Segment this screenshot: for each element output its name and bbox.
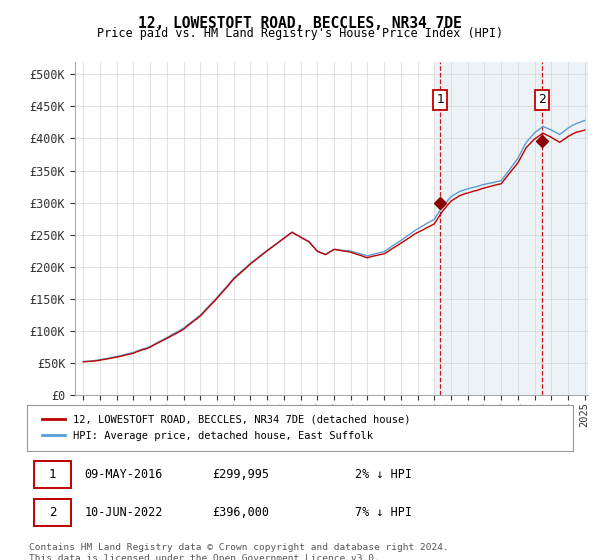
Text: Price paid vs. HM Land Registry's House Price Index (HPI): Price paid vs. HM Land Registry's House … (97, 27, 503, 40)
Text: 2: 2 (538, 94, 546, 106)
Text: 1: 1 (436, 94, 444, 106)
Text: £299,995: £299,995 (212, 468, 269, 481)
Text: 12, LOWESTOFT ROAD, BECCLES, NR34 7DE: 12, LOWESTOFT ROAD, BECCLES, NR34 7DE (138, 16, 462, 31)
Text: 1: 1 (49, 468, 56, 481)
FancyBboxPatch shape (34, 499, 71, 526)
Text: Contains HM Land Registry data © Crown copyright and database right 2024.
This d: Contains HM Land Registry data © Crown c… (29, 543, 449, 560)
Bar (434, 62, 588, 395)
Text: 7% ↓ HPI: 7% ↓ HPI (355, 506, 412, 519)
Text: 2% ↓ HPI: 2% ↓ HPI (355, 468, 412, 481)
Text: 2: 2 (49, 506, 56, 519)
Text: 10-JUN-2022: 10-JUN-2022 (85, 506, 163, 519)
Text: £396,000: £396,000 (212, 506, 269, 519)
FancyBboxPatch shape (34, 461, 71, 488)
Text: 09-MAY-2016: 09-MAY-2016 (85, 468, 163, 481)
Legend: 12, LOWESTOFT ROAD, BECCLES, NR34 7DE (detached house), HPI: Average price, deta: 12, LOWESTOFT ROAD, BECCLES, NR34 7DE (d… (38, 410, 415, 445)
